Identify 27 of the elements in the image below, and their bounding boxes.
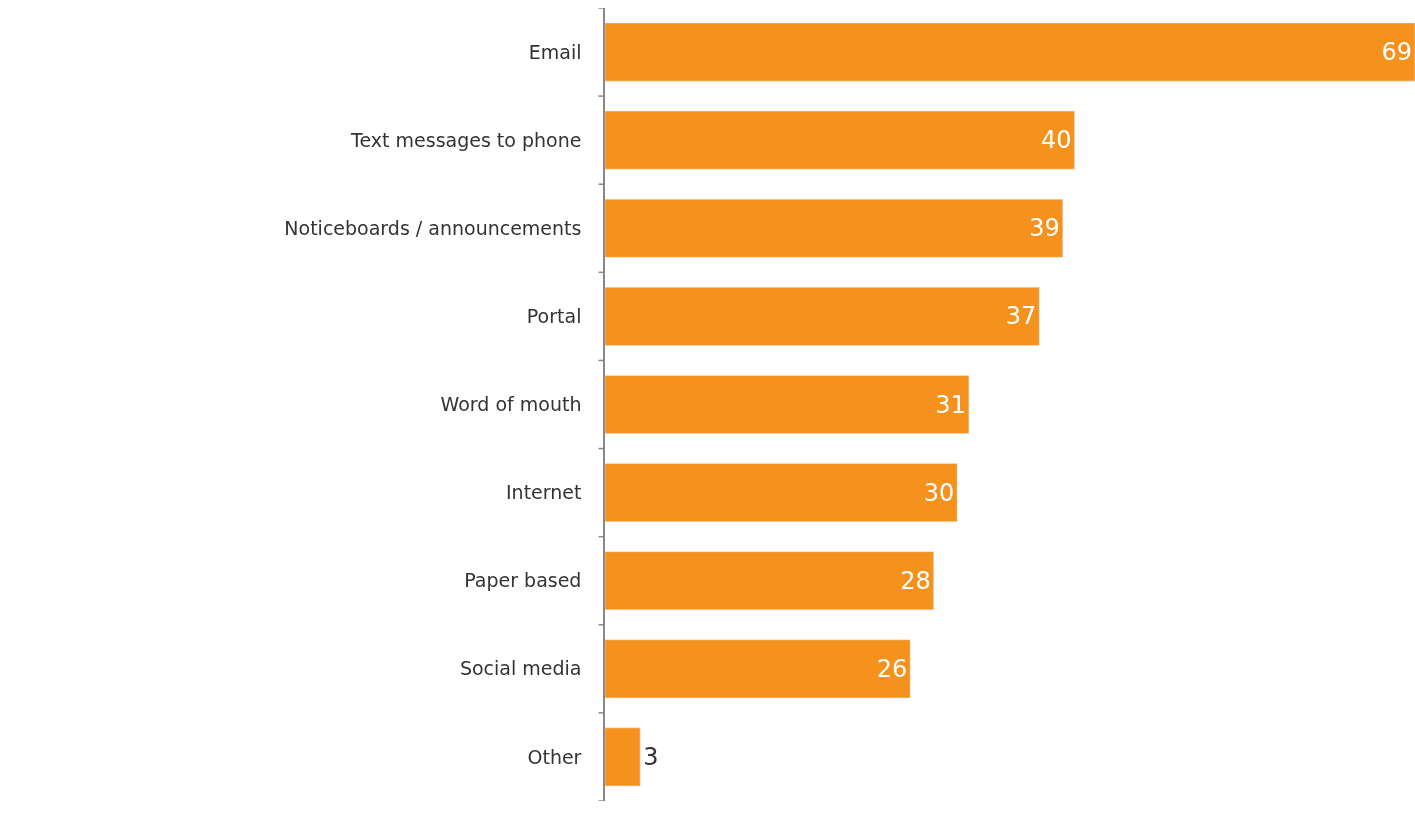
y-tick-label: Portal [526, 305, 582, 328]
y-tick-label: Paper based [464, 569, 582, 592]
y-tick-label: Other [527, 745, 582, 768]
y-tick-label: Word of mouth [440, 393, 582, 416]
data-label: 40 [1041, 126, 1072, 155]
bar [605, 198, 1064, 258]
data-label: 37 [1005, 302, 1037, 331]
data-label: 3 [643, 742, 659, 771]
y-tick-label: Internet [506, 481, 582, 504]
bar [605, 375, 970, 434]
data-label: 28 [900, 566, 931, 595]
bar [605, 463, 958, 522]
data-label: 30 [923, 478, 955, 507]
bar [605, 639, 911, 699]
data-label: 31 [935, 390, 966, 419]
data-label: 26 [876, 654, 908, 683]
bar [605, 22, 1415, 82]
data-label: 39 [1029, 214, 1060, 243]
bar [605, 110, 1075, 170]
bar [605, 287, 1040, 346]
y-tick-label: Email [528, 40, 582, 63]
bar [605, 727, 641, 787]
y-tick-label: Noticeboards / announcements [284, 216, 582, 239]
bar [605, 551, 934, 611]
y-tick-label: Text messages to phone [350, 128, 582, 151]
y-tick-label: Social media [459, 657, 582, 680]
data-label: 69 [1381, 38, 1412, 67]
